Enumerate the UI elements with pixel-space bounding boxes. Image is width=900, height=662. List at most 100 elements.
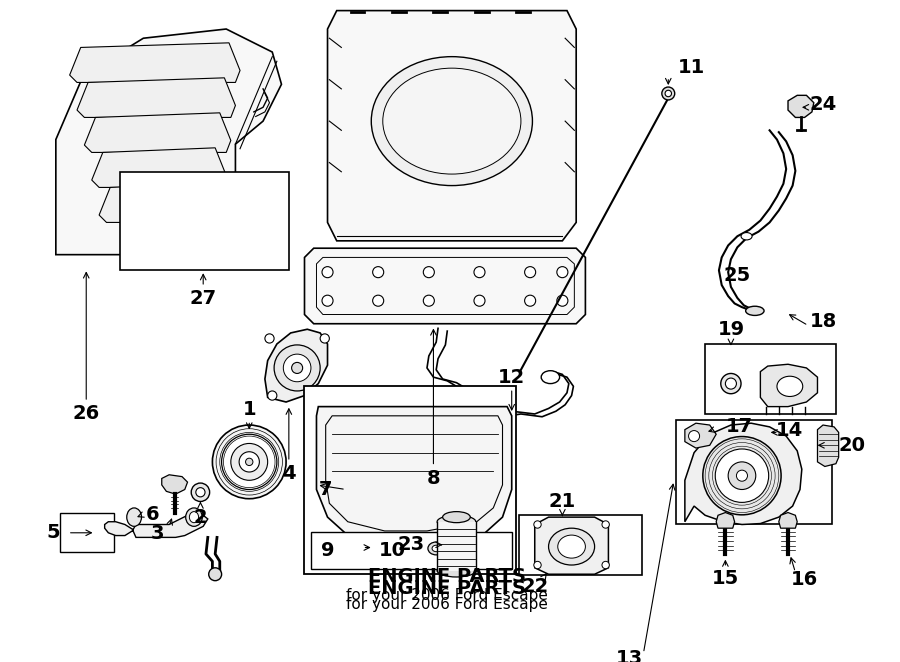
Ellipse shape [665, 90, 671, 97]
Polygon shape [162, 475, 187, 494]
Ellipse shape [558, 535, 585, 558]
Text: 15: 15 [712, 569, 739, 589]
Text: 10: 10 [379, 541, 406, 560]
Ellipse shape [688, 430, 699, 442]
Polygon shape [99, 183, 221, 222]
Polygon shape [328, 11, 576, 241]
Text: 11: 11 [678, 58, 705, 77]
Ellipse shape [404, 533, 420, 542]
Ellipse shape [437, 515, 476, 528]
Ellipse shape [127, 508, 141, 526]
Text: 16: 16 [791, 570, 818, 589]
Polygon shape [685, 423, 802, 524]
Polygon shape [69, 43, 240, 83]
Ellipse shape [741, 232, 752, 240]
Ellipse shape [716, 449, 769, 502]
Text: 25: 25 [724, 266, 751, 285]
Text: 18: 18 [809, 312, 837, 332]
Text: 26: 26 [73, 404, 100, 424]
Polygon shape [60, 512, 114, 552]
Text: 17: 17 [725, 417, 752, 436]
Ellipse shape [179, 230, 196, 243]
Ellipse shape [557, 267, 568, 277]
Polygon shape [716, 512, 734, 528]
Polygon shape [265, 329, 328, 402]
Ellipse shape [246, 458, 253, 465]
Polygon shape [304, 387, 517, 574]
Ellipse shape [191, 483, 210, 502]
Ellipse shape [423, 295, 435, 307]
Ellipse shape [213, 201, 239, 222]
Ellipse shape [140, 213, 166, 232]
Text: 12: 12 [498, 367, 526, 387]
Ellipse shape [372, 57, 533, 185]
Ellipse shape [602, 561, 609, 569]
Ellipse shape [428, 542, 445, 555]
Polygon shape [778, 512, 797, 528]
Ellipse shape [265, 334, 274, 343]
Text: 1: 1 [242, 400, 256, 419]
Text: 4: 4 [282, 464, 296, 483]
Ellipse shape [189, 512, 199, 523]
Ellipse shape [320, 334, 329, 343]
Text: ENGINE PARTS: ENGINE PARTS [368, 567, 526, 587]
Ellipse shape [541, 371, 560, 383]
Text: ENGINE PARTS: ENGINE PARTS [368, 579, 526, 598]
Polygon shape [760, 364, 817, 406]
Ellipse shape [212, 425, 286, 498]
Text: 23: 23 [397, 536, 424, 554]
Polygon shape [77, 78, 236, 117]
Polygon shape [817, 425, 839, 467]
Ellipse shape [142, 234, 159, 248]
Ellipse shape [382, 68, 521, 174]
Ellipse shape [525, 267, 535, 277]
Text: 13: 13 [616, 649, 644, 662]
Ellipse shape [212, 220, 238, 240]
Ellipse shape [267, 391, 277, 400]
Polygon shape [304, 248, 585, 324]
Text: 2: 2 [194, 508, 207, 527]
Text: for your 2006 Ford Escape: for your 2006 Ford Escape [346, 597, 548, 612]
Polygon shape [437, 522, 476, 571]
Polygon shape [85, 113, 230, 152]
Ellipse shape [423, 267, 435, 277]
Text: 21: 21 [549, 492, 576, 511]
Ellipse shape [209, 568, 221, 581]
Text: 24: 24 [809, 95, 837, 114]
Ellipse shape [292, 362, 302, 373]
Text: 8: 8 [427, 469, 440, 488]
Polygon shape [317, 406, 512, 545]
Ellipse shape [721, 373, 741, 394]
Polygon shape [535, 517, 608, 574]
Text: 20: 20 [839, 436, 866, 455]
Text: 14: 14 [776, 421, 804, 440]
Ellipse shape [443, 512, 471, 523]
Text: for your 2006 Ford Escape: for your 2006 Ford Escape [346, 588, 548, 603]
Polygon shape [56, 29, 282, 255]
Ellipse shape [230, 444, 267, 481]
Ellipse shape [736, 470, 748, 481]
Polygon shape [310, 532, 512, 569]
Ellipse shape [239, 451, 259, 472]
Ellipse shape [181, 211, 198, 224]
Polygon shape [705, 344, 836, 414]
Ellipse shape [284, 354, 310, 382]
Polygon shape [519, 515, 643, 575]
Ellipse shape [534, 521, 541, 528]
Ellipse shape [432, 545, 440, 551]
Ellipse shape [745, 307, 764, 315]
Ellipse shape [602, 521, 609, 528]
Polygon shape [788, 95, 814, 117]
Ellipse shape [221, 434, 277, 489]
Text: 5: 5 [46, 523, 60, 542]
Ellipse shape [549, 528, 595, 565]
Ellipse shape [216, 223, 233, 236]
Ellipse shape [373, 267, 383, 277]
Ellipse shape [175, 226, 201, 246]
Polygon shape [104, 512, 208, 538]
Ellipse shape [322, 267, 333, 277]
Ellipse shape [185, 508, 202, 526]
Ellipse shape [437, 564, 476, 577]
Ellipse shape [703, 436, 781, 515]
Ellipse shape [144, 216, 161, 229]
